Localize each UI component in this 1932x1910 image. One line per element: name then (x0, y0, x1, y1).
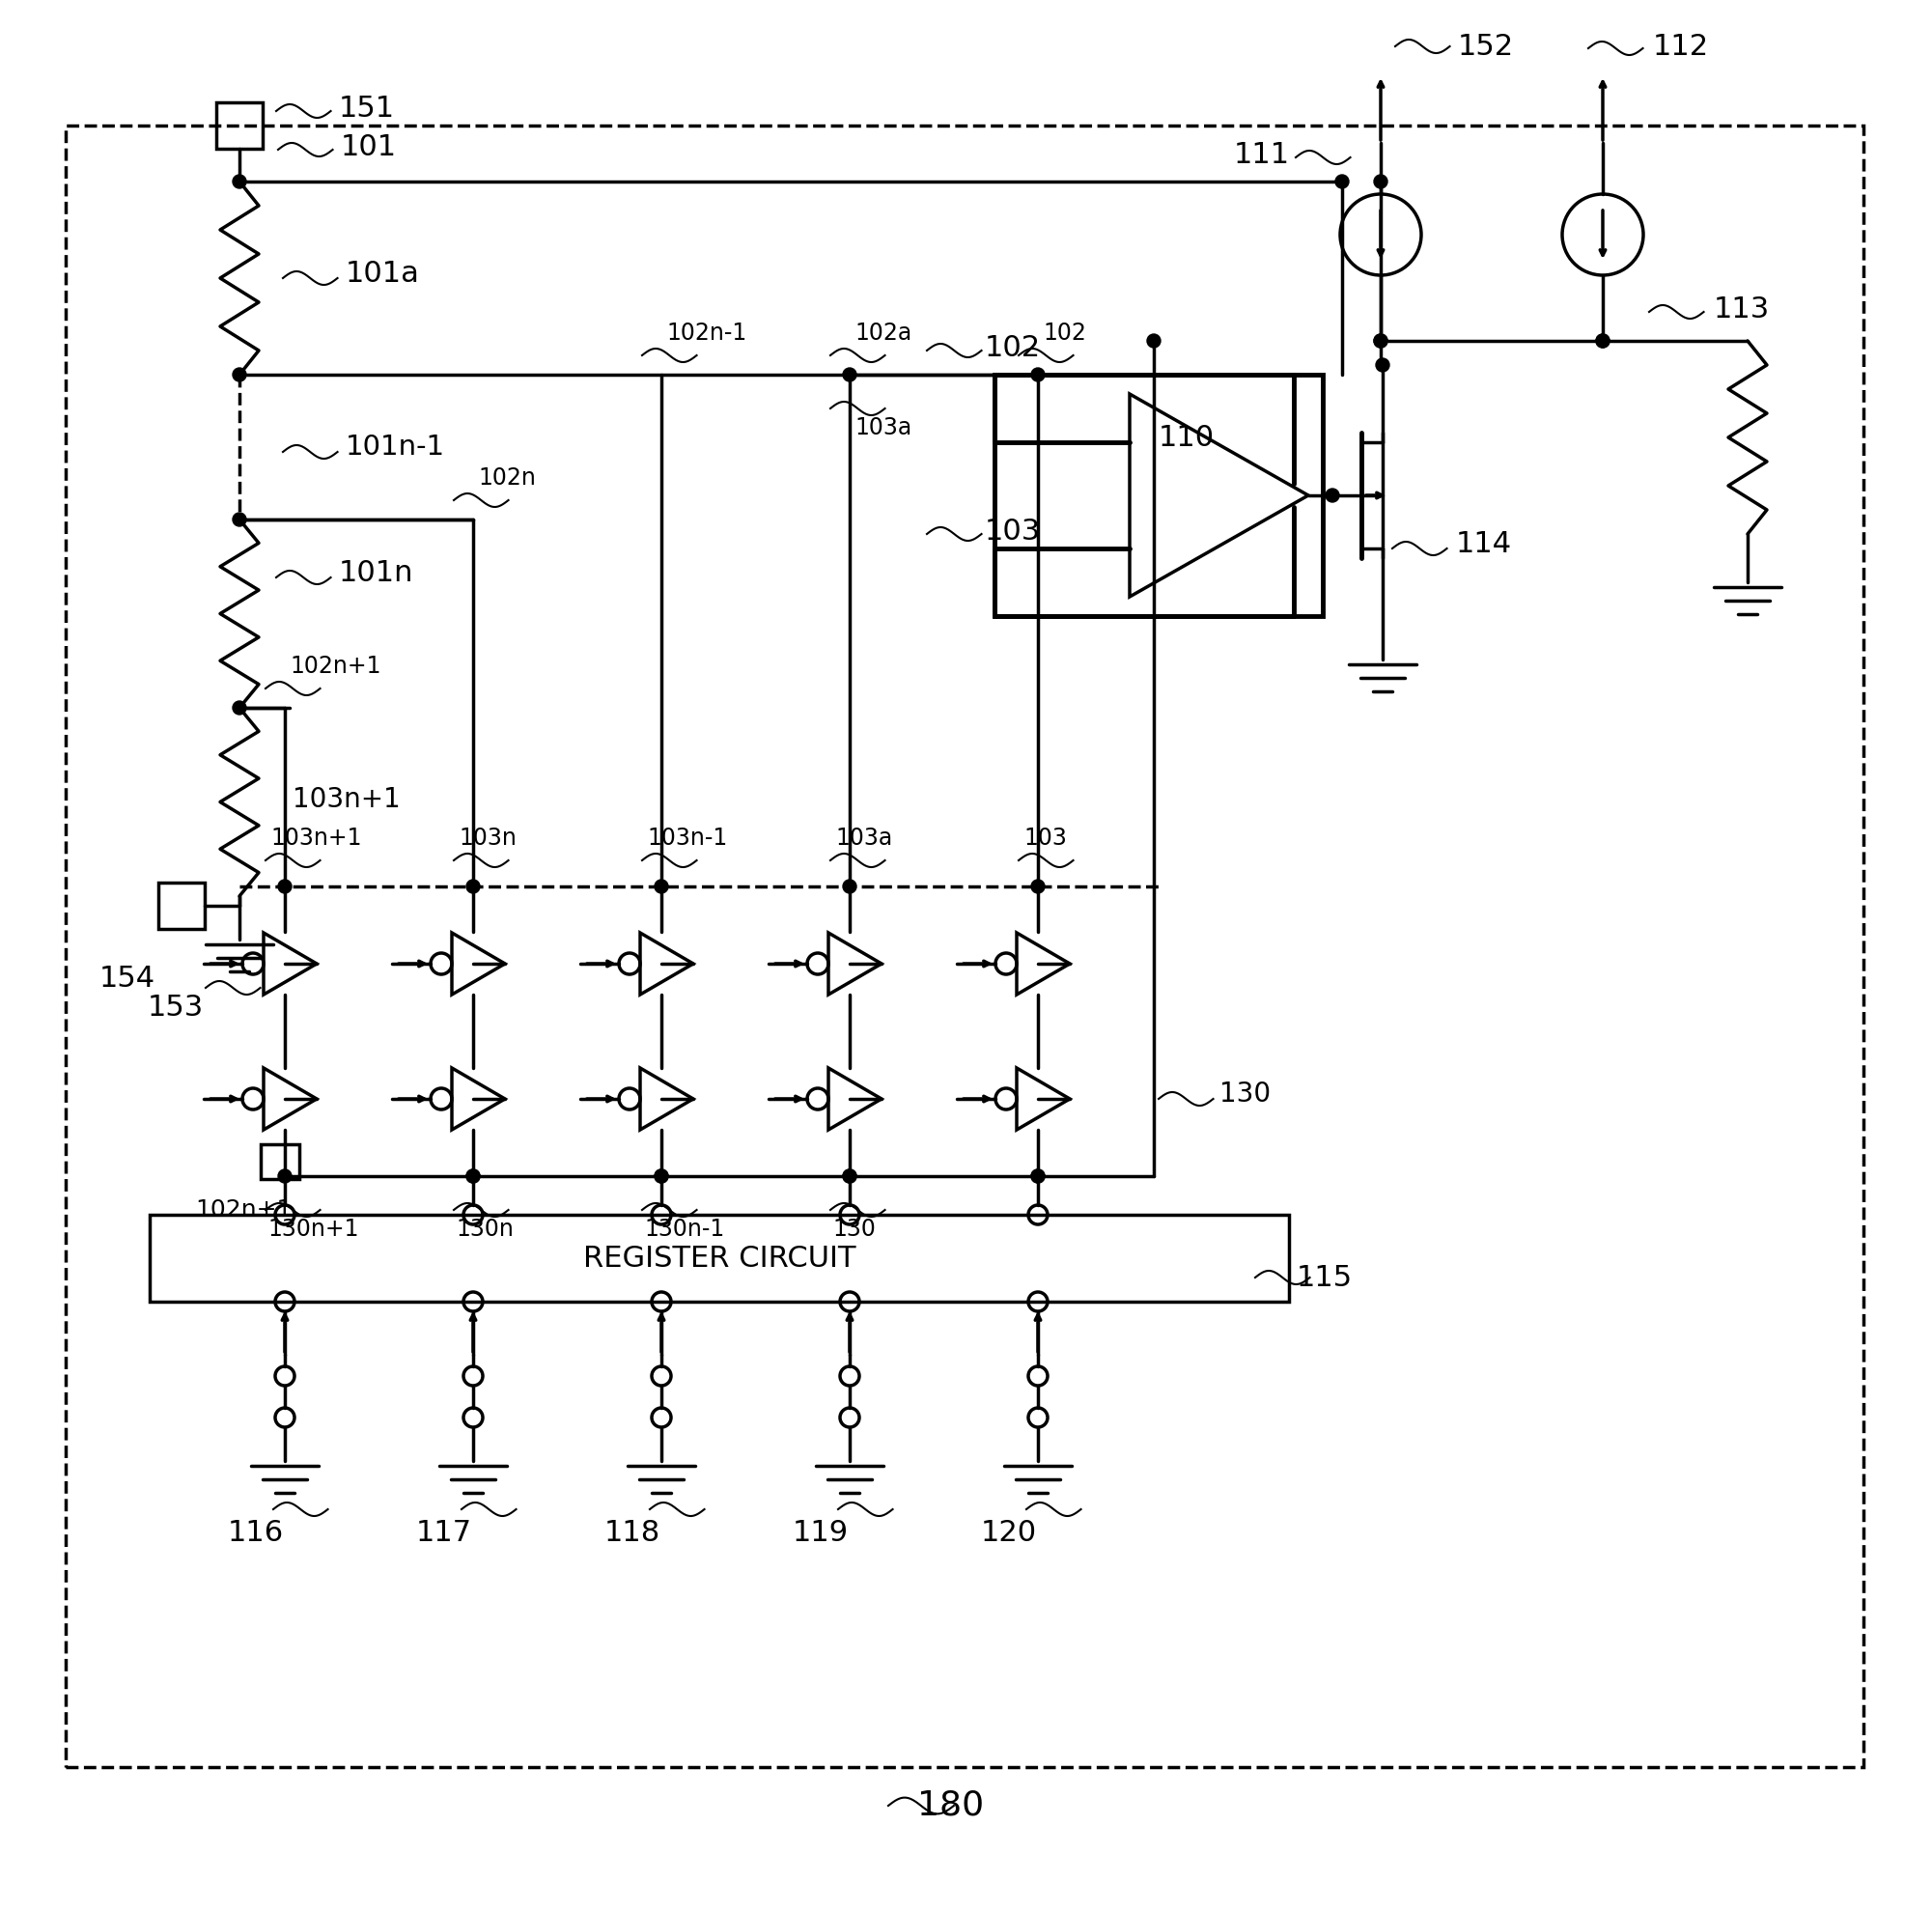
Circle shape (842, 881, 856, 894)
Text: 119: 119 (792, 1520, 848, 1547)
Circle shape (232, 369, 245, 382)
Text: 111: 111 (1235, 141, 1291, 168)
Text: 130n: 130n (456, 1219, 514, 1242)
Bar (158, 882, 205, 928)
Text: 118: 118 (605, 1520, 661, 1547)
Text: 101: 101 (340, 134, 396, 160)
Circle shape (655, 1169, 668, 1182)
Circle shape (1032, 881, 1045, 894)
Circle shape (466, 881, 479, 894)
Circle shape (1376, 359, 1389, 372)
Text: 120: 120 (981, 1520, 1037, 1547)
Text: 103a: 103a (854, 416, 912, 439)
Circle shape (1374, 176, 1387, 189)
Text: 130n-1: 130n-1 (643, 1219, 724, 1242)
Text: 130: 130 (1219, 1081, 1271, 1108)
Bar (995, 374, 1323, 617)
Text: 103n+1: 103n+1 (270, 827, 361, 850)
Text: 151: 151 (338, 94, 394, 122)
Text: 153: 153 (147, 993, 205, 1022)
Bar (261, 1144, 299, 1178)
Circle shape (232, 176, 245, 189)
Circle shape (1596, 334, 1609, 348)
Circle shape (466, 1169, 479, 1182)
Circle shape (1032, 369, 1045, 382)
Circle shape (466, 1169, 479, 1182)
Text: REGISTER CIRCUIT: REGISTER CIRCUIT (583, 1243, 856, 1272)
Text: 102n+1: 102n+1 (195, 1198, 292, 1222)
Text: 115: 115 (1296, 1264, 1352, 1291)
Circle shape (1596, 334, 1609, 348)
Text: 103n: 103n (458, 827, 516, 850)
Circle shape (655, 881, 668, 894)
Text: 103n-1: 103n-1 (647, 827, 726, 850)
Circle shape (1325, 489, 1339, 502)
Text: 113: 113 (1714, 294, 1770, 323)
Circle shape (278, 1169, 292, 1182)
Text: 103: 103 (1024, 827, 1066, 850)
Bar (149, 1215, 1289, 1301)
Circle shape (1335, 176, 1349, 189)
Text: 117: 117 (415, 1520, 471, 1547)
Text: 101n: 101n (338, 558, 413, 586)
Bar (216, 103, 263, 149)
Circle shape (842, 1169, 856, 1182)
Text: 101n-1: 101n-1 (346, 434, 444, 460)
Circle shape (655, 1169, 668, 1182)
Circle shape (232, 512, 245, 527)
Text: 102a: 102a (854, 321, 912, 344)
Circle shape (1374, 334, 1387, 348)
Circle shape (1374, 334, 1387, 348)
Text: 102: 102 (1043, 321, 1086, 344)
Text: 102n+1: 102n+1 (290, 655, 381, 678)
Text: 152: 152 (1459, 32, 1515, 61)
Text: 103: 103 (985, 518, 1041, 544)
Text: 154: 154 (99, 965, 156, 991)
Text: 110: 110 (1159, 424, 1215, 451)
Text: 114: 114 (1457, 529, 1513, 558)
Text: 102: 102 (985, 334, 1041, 361)
Circle shape (1032, 1169, 1045, 1182)
Circle shape (842, 1169, 856, 1182)
Text: 103n+1: 103n+1 (292, 787, 400, 814)
FancyBboxPatch shape (66, 126, 1864, 1767)
Text: 116: 116 (228, 1520, 284, 1547)
Circle shape (278, 881, 292, 894)
Text: 180: 180 (918, 1790, 985, 1822)
Text: 101a: 101a (346, 260, 419, 286)
Text: 130: 130 (833, 1219, 875, 1242)
Circle shape (232, 701, 245, 714)
Text: 102n: 102n (477, 466, 535, 489)
Text: 130n+1: 130n+1 (267, 1219, 359, 1242)
Circle shape (842, 369, 856, 382)
Text: 102n-1: 102n-1 (667, 321, 746, 344)
Circle shape (1148, 334, 1161, 348)
Text: 103a: 103a (835, 827, 893, 850)
Text: 112: 112 (1654, 32, 1710, 61)
Circle shape (1032, 1169, 1045, 1182)
